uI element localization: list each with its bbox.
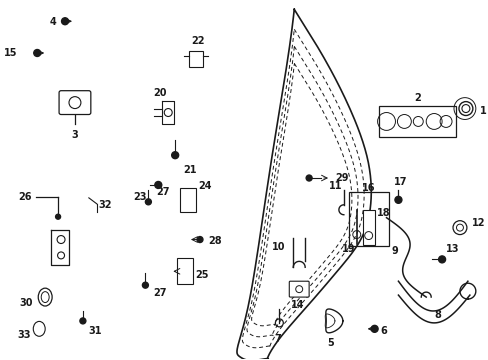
Text: 8: 8: [434, 310, 441, 320]
Text: 28: 28: [207, 235, 221, 246]
FancyBboxPatch shape: [177, 258, 193, 284]
Text: 23: 23: [133, 192, 147, 202]
Text: 7: 7: [273, 334, 280, 344]
Text: 6: 6: [380, 326, 386, 336]
Text: 4: 4: [50, 17, 57, 27]
Bar: [180, 188, 196, 212]
Ellipse shape: [33, 321, 45, 336]
Text: 10: 10: [271, 243, 285, 252]
Text: 14: 14: [290, 300, 304, 310]
Text: 2: 2: [413, 93, 420, 103]
Bar: [362, 210, 374, 246]
Circle shape: [155, 181, 162, 188]
Text: 30: 30: [20, 298, 33, 308]
Text: 25: 25: [195, 270, 208, 280]
Circle shape: [34, 50, 41, 57]
Bar: [348, 192, 388, 247]
Bar: [378, 105, 455, 137]
Ellipse shape: [38, 288, 52, 306]
Circle shape: [305, 175, 311, 181]
Text: 5: 5: [327, 338, 334, 348]
Text: 22: 22: [191, 36, 204, 46]
Text: 24: 24: [198, 181, 211, 191]
Circle shape: [370, 325, 377, 332]
Text: 26: 26: [18, 192, 31, 202]
Text: 27: 27: [156, 187, 169, 197]
Text: 33: 33: [18, 330, 31, 340]
Circle shape: [142, 282, 148, 288]
Text: 27: 27: [153, 288, 166, 298]
Circle shape: [61, 18, 68, 25]
Circle shape: [394, 196, 401, 203]
FancyBboxPatch shape: [59, 91, 91, 114]
Text: 3: 3: [71, 130, 78, 140]
Text: 31: 31: [89, 326, 102, 336]
Circle shape: [438, 256, 445, 263]
Circle shape: [197, 237, 203, 243]
Text: 1: 1: [479, 105, 486, 116]
Text: 12: 12: [471, 218, 485, 228]
FancyBboxPatch shape: [289, 281, 308, 297]
Circle shape: [145, 199, 151, 205]
Text: 13: 13: [445, 244, 459, 255]
Text: 21: 21: [183, 165, 196, 175]
Text: 29: 29: [334, 173, 348, 183]
Text: 17: 17: [393, 177, 407, 187]
Text: 20: 20: [153, 88, 167, 98]
Text: 32: 32: [99, 200, 112, 210]
Ellipse shape: [41, 292, 49, 302]
FancyBboxPatch shape: [189, 51, 203, 67]
Circle shape: [80, 318, 86, 324]
Circle shape: [56, 214, 61, 219]
Circle shape: [171, 152, 178, 159]
Text: 9: 9: [391, 247, 398, 256]
Text: 15: 15: [4, 48, 18, 58]
Text: 11: 11: [328, 181, 342, 191]
Text: 16: 16: [361, 183, 375, 193]
Text: 19: 19: [342, 244, 355, 255]
Text: 18: 18: [376, 208, 389, 218]
